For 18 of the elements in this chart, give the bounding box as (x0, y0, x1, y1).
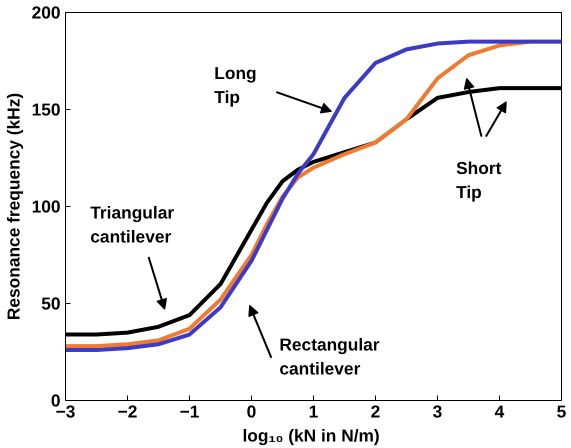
y-tick-label: 100 (32, 196, 61, 216)
annotation: Triangular cantilever (90, 202, 174, 247)
y-axis-title: Resonance frequency (kHz) (4, 92, 24, 320)
annotation: Long Tip (214, 62, 257, 107)
x-tick-label: −2 (118, 402, 138, 422)
x-tick-label: −1 (180, 402, 200, 422)
x-tick-label: 2 (370, 402, 380, 422)
x-tick-label: 5 (556, 402, 567, 422)
x-tick-label: 3 (432, 402, 443, 422)
x-tick-label: 4 (494, 402, 505, 422)
y-tick-label: 50 (41, 294, 61, 314)
annotation: Rectangular cantilever (279, 334, 380, 379)
y-tick-label: 150 (32, 100, 61, 120)
x-tick-label: 0 (246, 402, 256, 422)
y-tick-label: 200 (32, 2, 61, 22)
x-tick-label: 1 (308, 402, 319, 422)
annotation: Short Tip (456, 158, 502, 202)
x-axis-title: log₁₀ (kN in N/m) (242, 426, 380, 446)
